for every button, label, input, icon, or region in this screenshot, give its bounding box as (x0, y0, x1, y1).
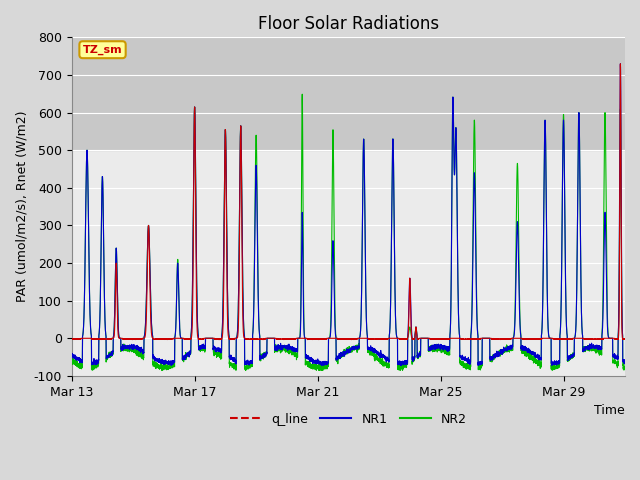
Text: TZ_sm: TZ_sm (83, 45, 122, 55)
q_line (253, 336, 261, 342)
NR1 (616, 61, 624, 67)
q_line (397, 336, 404, 342)
q_line (621, 336, 629, 342)
NR1 (170, 359, 178, 364)
Legend: q_line, NR1, NR2: q_line, NR1, NR2 (225, 408, 472, 431)
NR2 (298, 91, 306, 97)
NR1 (615, 308, 623, 313)
q_line (68, 336, 76, 342)
NR1 (318, 363, 326, 369)
Bar (72, 19, 625, 150)
q_line (170, 336, 178, 341)
NR2 (167, 365, 175, 371)
NR2 (68, 356, 76, 362)
NR2 (621, 364, 629, 370)
q_line (167, 336, 175, 342)
q_line (215, 337, 223, 343)
NR2 (253, 210, 261, 216)
q_line (615, 328, 623, 334)
q_line (616, 61, 624, 67)
NR1 (253, 220, 261, 226)
Line: NR2: NR2 (72, 94, 625, 370)
Line: NR1: NR1 (72, 64, 625, 366)
NR2 (90, 365, 98, 371)
NR2 (397, 363, 405, 369)
q_line (90, 336, 98, 342)
NR1 (90, 360, 98, 365)
NR2 (615, 304, 623, 310)
Line: q_line: q_line (72, 64, 625, 340)
NR1 (621, 359, 629, 364)
NR2 (170, 361, 178, 367)
Y-axis label: PAR (umol/m2/s), Rnet (W/m2): PAR (umol/m2/s), Rnet (W/m2) (15, 111, 28, 302)
NR1 (167, 358, 175, 364)
NR1 (68, 351, 76, 357)
NR2 (158, 367, 166, 373)
NR1 (397, 360, 404, 366)
X-axis label: Time: Time (595, 404, 625, 417)
Title: Floor Solar Radiations: Floor Solar Radiations (258, 15, 439, 33)
